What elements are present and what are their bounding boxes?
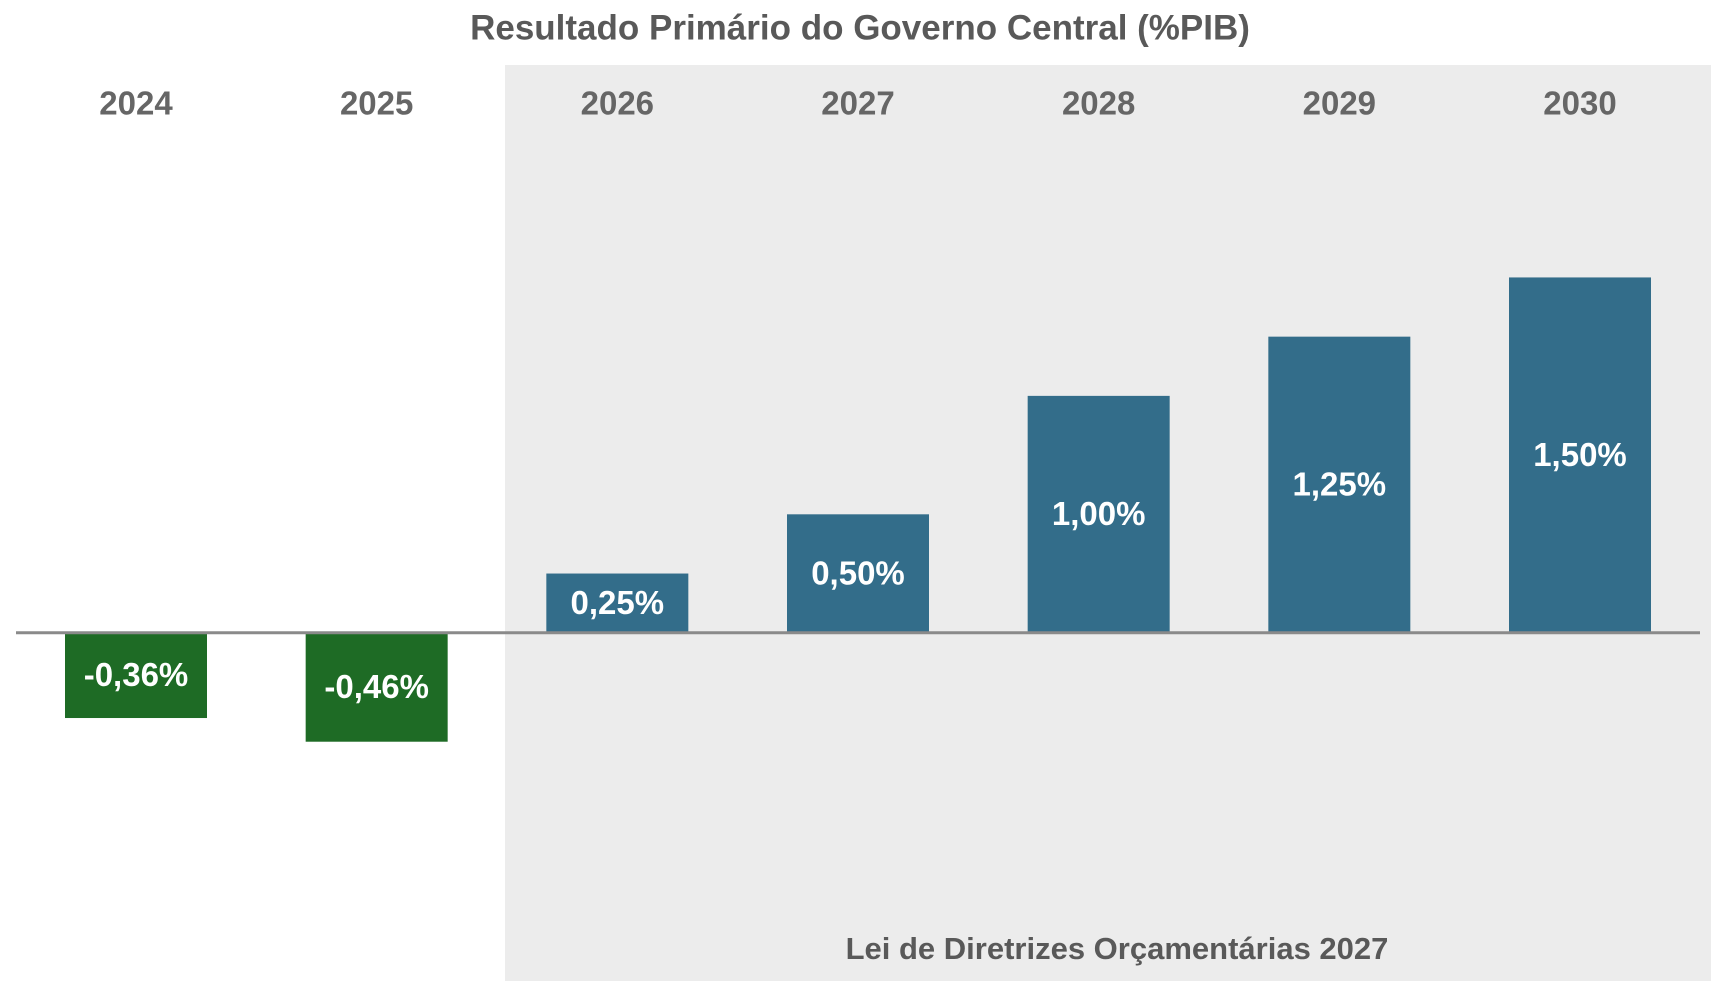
x-tick-label: 2030 (1543, 85, 1616, 122)
bar (787, 514, 929, 633)
bar (546, 573, 689, 633)
value-label: 1,50% (1533, 436, 1627, 473)
value-label: 1,00% (1052, 495, 1146, 532)
value-label: 0,50% (811, 554, 905, 591)
value-label: 0,25% (571, 584, 665, 621)
chart-title: Resultado Primário do Governo Central (%… (470, 8, 1250, 47)
value-label: 1,25% (1293, 465, 1387, 502)
x-tick-label: 2029 (1303, 85, 1376, 122)
x-tick-label: 2025 (340, 85, 413, 122)
value-label: -0,46% (324, 668, 429, 705)
bar (65, 632, 207, 719)
x-tick-label: 2026 (581, 85, 654, 122)
annotation: Lei de Diretrizes Orçamentárias 2027 (846, 931, 1389, 966)
x-tick-label: 2024 (99, 85, 173, 122)
x-tick-label: 2027 (821, 85, 894, 122)
bar (305, 632, 448, 742)
bar (1027, 395, 1170, 633)
bar (1509, 277, 1651, 633)
bar (1268, 336, 1411, 633)
x-tick-label: 2028 (1062, 85, 1135, 122)
value-label: -0,36% (84, 656, 189, 693)
